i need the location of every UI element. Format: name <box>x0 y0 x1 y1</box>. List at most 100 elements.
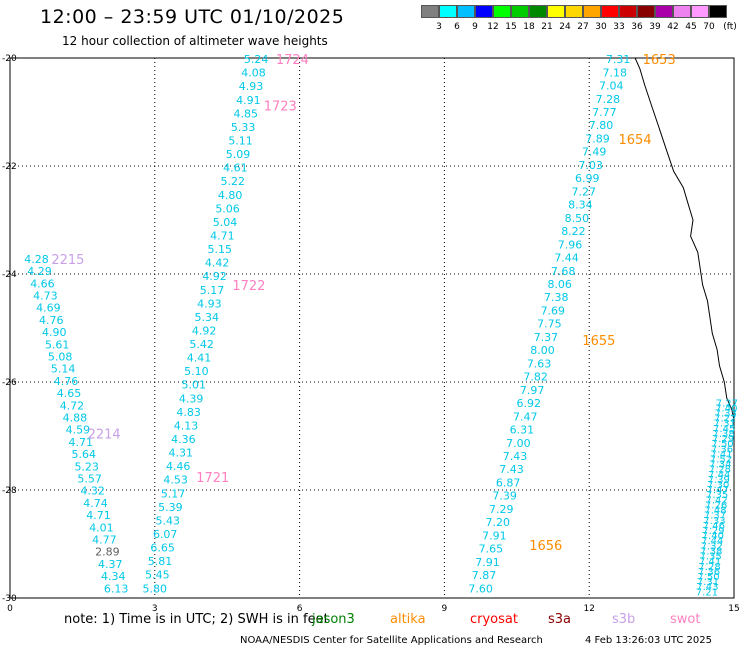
generated-timestamp: 4 Feb 13:26:03 UTC 2025 <box>585 635 712 646</box>
wave-height-value: 4.32 <box>80 485 105 498</box>
pass-time-label: 1654 <box>619 133 652 148</box>
satellite-legend-item: s3b <box>612 612 636 627</box>
color-swatch <box>655 5 673 18</box>
wave-height-value: 5.17 <box>161 487 186 500</box>
wave-height-value: 7.31 <box>714 419 736 430</box>
wave-height-value: 7.32 <box>701 541 723 552</box>
wave-height-value: 7.68 <box>551 265 576 278</box>
wave-height-value: 7.35 <box>700 552 722 563</box>
color-swatch <box>691 5 709 18</box>
wave-height-value: 4.93 <box>197 297 222 310</box>
wave-height-value: 7.41 <box>699 557 721 568</box>
wave-height-value: 7.43 <box>696 582 718 593</box>
wave-height-value: 5.43 <box>156 514 181 527</box>
color-scale-label: 21 <box>541 22 553 32</box>
color-swatch <box>529 5 547 18</box>
wave-height-value: 7.38 <box>544 291 569 304</box>
wave-height-value: 4.90 <box>42 326 67 339</box>
wave-height-value: 7.75 <box>537 318 562 331</box>
color-scale-label: 45 <box>685 22 697 32</box>
wave-height-value: 7.49 <box>582 146 607 159</box>
color-scale-unit: (ft) <box>723 22 737 32</box>
wave-height-value: 5.24 <box>244 53 269 66</box>
wave-height-value: 4.76 <box>54 375 79 388</box>
wave-height-value: 7.27 <box>572 185 597 198</box>
wave-height-value: 4.46 <box>166 460 191 473</box>
color-swatch <box>475 5 493 18</box>
wave-height-value: 5.34 <box>195 311 220 324</box>
wave-height-value: 7.96 <box>558 238 583 251</box>
wave-height-value: 4.65 <box>57 387 82 400</box>
wave-height-value: 7.97 <box>520 384 545 397</box>
wave-height-value: 7.29 <box>712 434 734 445</box>
wave-height-value: 7.87 <box>472 569 497 582</box>
plot-frame <box>9 57 735 599</box>
wave-height-value: 4.37 <box>98 558 123 571</box>
wave-height-value: 7.04 <box>599 80 624 93</box>
wave-height-value: 5.14 <box>51 363 76 376</box>
color-scale-label: 36 <box>631 22 643 32</box>
wave-height-value: 4.76 <box>39 314 64 327</box>
color-scale-label: 42 <box>667 22 679 32</box>
wave-height-value: 2.89 <box>95 546 120 559</box>
color-swatch <box>637 5 655 18</box>
wave-height-value: 7.00 <box>506 437 531 450</box>
wave-height-value: 5.10 <box>184 365 209 378</box>
color-swatch <box>583 5 601 18</box>
wave-height-value: 7.28 <box>709 465 731 476</box>
wave-height-value: 4.88 <box>63 411 88 424</box>
wave-height-value: 4.71 <box>69 436 94 449</box>
wave-height-value: 5.06 <box>215 202 240 215</box>
satellite-legend-item: altika <box>390 612 426 627</box>
wave-height-value: 4.66 <box>30 277 55 290</box>
wave-height-value: 4.41 <box>187 352 212 365</box>
wave-height-value: 7.28 <box>698 562 720 573</box>
wave-height-value: 5.81 <box>148 555 173 568</box>
wave-height-value: 7.28 <box>596 93 621 106</box>
wave-height-value: 7.44 <box>701 536 723 547</box>
wave-height-value: 8.22 <box>561 225 586 238</box>
satellite-legend-item: jason3 <box>312 612 355 627</box>
wave-height-value: 7.45 <box>713 424 735 435</box>
wave-height-value: 4.13 <box>174 419 199 432</box>
wave-height-plot: 0 3 6 9 12 15-20-22-24-26-28-304.284.294.664.… <box>2 53 740 612</box>
wave-height-value: 4.80 <box>218 189 243 202</box>
chart-title: 12:00 – 23:59 UTC 01/10/2025 <box>40 6 345 28</box>
wave-height-value: 7.91 <box>475 556 500 569</box>
wave-height-value: 4.92 <box>202 270 227 283</box>
wave-height-value: 7.60 <box>468 582 493 595</box>
coastline <box>634 57 735 420</box>
y-tick-label: -26 <box>2 378 17 388</box>
color-scale-label: 18 <box>523 22 535 32</box>
wave-height-value: 5.08 <box>48 350 73 363</box>
color-scale-label: 30 <box>595 22 607 32</box>
wave-height-value: 7.20 <box>486 516 511 529</box>
wave-height-value: 4.92 <box>192 324 217 337</box>
wave-height-value: 7.48 <box>704 506 726 517</box>
color-scale-label: 12 <box>487 22 499 32</box>
wave-height-value: 7.43 <box>499 463 524 476</box>
wave-height-value: 4.93 <box>239 80 264 93</box>
x-tick-label: 9 <box>442 604 448 612</box>
wave-height-value: 5.64 <box>71 448 96 461</box>
pass-time-label: 1655 <box>582 334 615 349</box>
wave-height-value: 5.15 <box>208 243 233 256</box>
wave-height-value: 7.47 <box>707 485 729 496</box>
x-tick-label: 0 <box>7 604 13 612</box>
y-tick-label: -20 <box>2 54 17 64</box>
wave-height-value: 5.09 <box>226 148 251 161</box>
wave-height-value: 7.29 <box>489 503 514 516</box>
satellite-legend-item: s3a <box>548 612 572 627</box>
wave-height-value: 5.22 <box>221 175 246 188</box>
wave-height-value: 7.52 <box>710 454 732 465</box>
y-tick-label: -24 <box>2 270 17 280</box>
wave-height-value: 7.44 <box>708 470 730 481</box>
color-scale-label: 15 <box>505 22 517 32</box>
color-scale-label: 33 <box>613 22 625 32</box>
wave-height-value: 8.06 <box>547 278 572 291</box>
wave-height-value: 5.42 <box>189 338 214 351</box>
wave-height-value: 4.73 <box>33 289 58 302</box>
wave-height-value: 7.03 <box>578 159 603 172</box>
wave-height-value: 6.87 <box>496 476 521 489</box>
wave-height-value: 5.61 <box>45 338 70 351</box>
